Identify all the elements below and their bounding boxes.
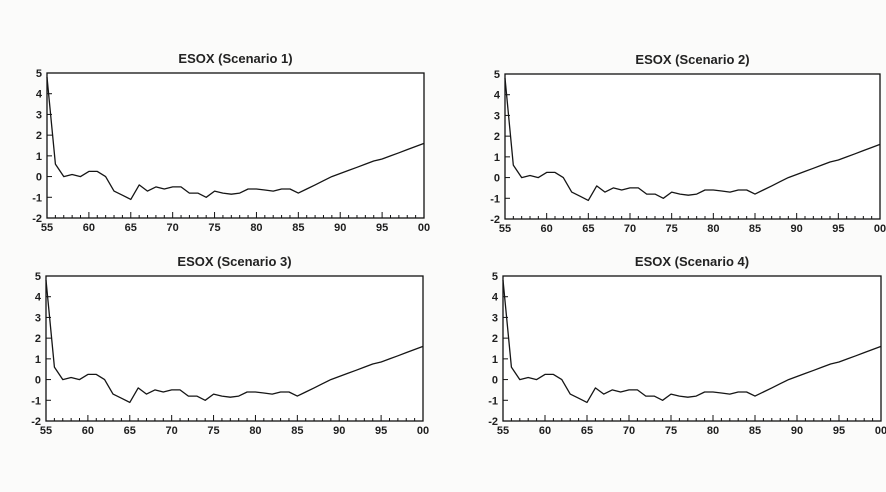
y-tick-label: 1: [35, 354, 41, 366]
y-tick-label: 3: [36, 109, 42, 121]
y-tick-label: 5: [36, 68, 42, 80]
x-tick-label: 95: [832, 223, 844, 235]
x-tick-label: 65: [581, 425, 593, 437]
y-tick-label: 2: [494, 131, 500, 143]
x-tick-label: 90: [791, 223, 803, 235]
x-tick-label: 95: [833, 425, 845, 437]
y-tick-label: 2: [35, 333, 41, 345]
x-tick-label: 60: [82, 425, 94, 437]
x-tick-label: 75: [665, 425, 677, 437]
x-tick-label: 70: [624, 223, 636, 235]
y-tick-label: 1: [492, 354, 498, 366]
y-tick-label: 3: [492, 312, 498, 324]
plot-frame: [504, 73, 881, 220]
y-tick-label: 4: [494, 90, 501, 102]
y-tick-label: -1: [488, 395, 498, 407]
x-tick-label: 55: [40, 425, 52, 437]
x-tick-label: 95: [375, 425, 387, 437]
x-tick-label: 85: [749, 223, 761, 235]
y-tick-label: -1: [490, 193, 500, 205]
y-tick-label: 3: [35, 312, 41, 324]
y-tick-label: 5: [492, 271, 498, 283]
y-tick-label: 4: [35, 292, 42, 304]
esox-series-line: [504, 78, 881, 202]
y-tick-label: 2: [492, 333, 498, 345]
y-tick-label: 0: [494, 173, 500, 185]
x-tick-label: 70: [166, 425, 178, 437]
esox-series-line: [502, 280, 882, 404]
x-tick-label: 00: [418, 222, 430, 234]
x-tick-label: 85: [291, 425, 303, 437]
y-tick-label: -1: [31, 395, 41, 407]
plot-frame: [46, 72, 425, 219]
y-tick-label: 2: [36, 130, 42, 142]
x-tick-label: 70: [623, 425, 635, 437]
x-tick-label: 75: [666, 223, 678, 235]
x-tick-label: 60: [541, 223, 553, 235]
y-tick-label: 3: [494, 110, 500, 122]
x-tick-label: 75: [208, 222, 220, 234]
y-tick-label: -2: [490, 214, 500, 226]
x-tick-label: 80: [707, 425, 719, 437]
x-tick-label: 85: [749, 425, 761, 437]
x-tick-label: 55: [499, 223, 511, 235]
x-tick-label: 60: [539, 425, 551, 437]
y-tick-label: -2: [32, 213, 42, 225]
plot-frame: [502, 275, 882, 422]
x-tick-label: 95: [376, 222, 388, 234]
y-tick-label: 1: [36, 151, 42, 163]
chart-title: ESOX (Scenario 4): [635, 254, 749, 269]
chart-title: ESOX (Scenario 2): [635, 52, 749, 67]
x-tick-label: 00: [875, 425, 886, 437]
x-tick-label: 00: [417, 425, 429, 437]
y-tick-label: -2: [488, 416, 498, 428]
x-tick-label: 90: [334, 222, 346, 234]
x-tick-label: 55: [497, 425, 509, 437]
x-tick-label: 80: [707, 223, 719, 235]
esox-series-line: [46, 77, 425, 201]
x-tick-label: 00: [874, 223, 886, 235]
y-tick-label: 4: [36, 89, 43, 101]
x-tick-label: 55: [41, 222, 53, 234]
y-tick-label: 4: [492, 292, 499, 304]
x-tick-label: 65: [582, 223, 594, 235]
y-tick-label: 1: [494, 152, 500, 164]
y-tick-label: 5: [494, 69, 500, 81]
x-tick-label: 65: [125, 222, 137, 234]
esox-series-line: [45, 280, 424, 404]
x-tick-label: 90: [333, 425, 345, 437]
x-tick-label: 80: [249, 425, 261, 437]
chart-title: ESOX (Scenario 1): [178, 51, 292, 66]
y-tick-label: -2: [31, 416, 41, 428]
x-tick-label: 60: [83, 222, 95, 234]
y-tick-label: 0: [36, 172, 42, 184]
y-tick-label: 0: [35, 375, 41, 387]
x-tick-label: 85: [292, 222, 304, 234]
x-tick-label: 75: [207, 425, 219, 437]
x-tick-label: 90: [791, 425, 803, 437]
y-tick-label: 0: [492, 375, 498, 387]
chart-title: ESOX (Scenario 3): [177, 254, 291, 269]
plot-frame: [45, 275, 424, 422]
x-tick-label: 70: [167, 222, 179, 234]
x-tick-label: 80: [250, 222, 262, 234]
x-tick-label: 65: [124, 425, 136, 437]
y-tick-label: 5: [35, 271, 41, 283]
y-tick-label: -1: [32, 192, 42, 204]
